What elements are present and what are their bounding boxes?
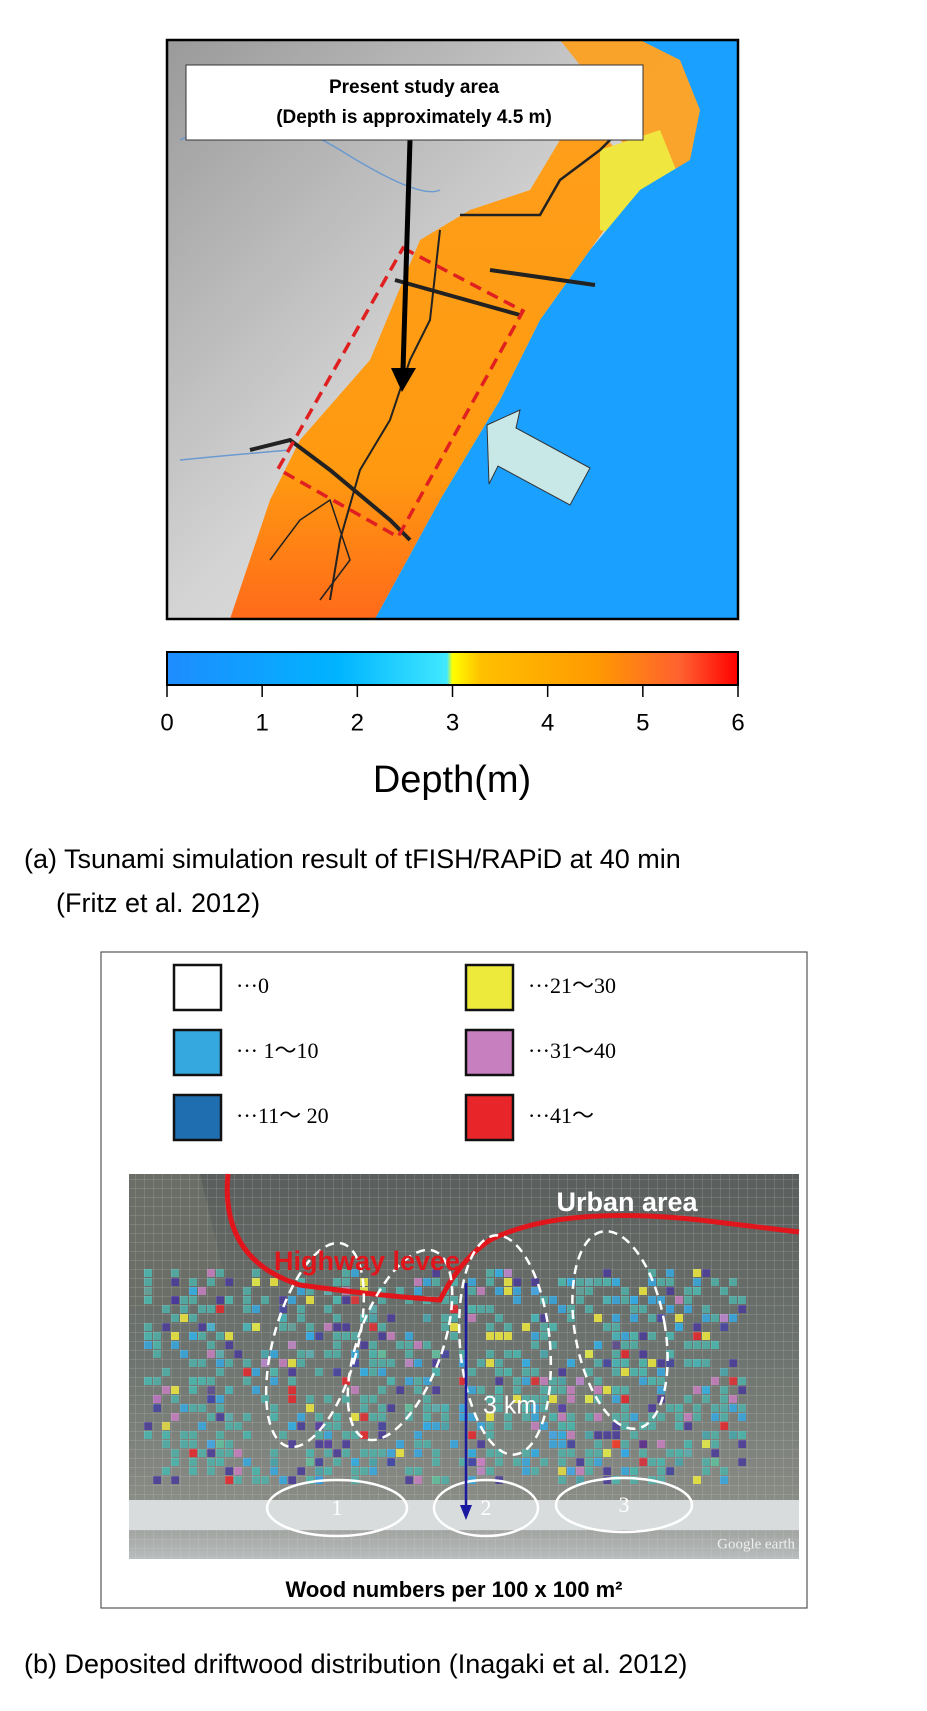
tick-label: 5 xyxy=(636,709,649,736)
tick-label: 3 xyxy=(446,709,459,736)
callout-title: Present study area xyxy=(329,77,499,98)
legend-label: ···0 xyxy=(236,973,269,998)
footer: Wood numbers per 100 x 100 m² xyxy=(285,1577,622,1602)
legend-swatch xyxy=(464,963,515,1012)
callout-subtitle: (Depth is approximately 4.5 m) xyxy=(276,107,552,128)
zone-label: 2 xyxy=(481,1495,492,1520)
tick-label: 1 xyxy=(255,709,268,736)
legend-label: ···21～30 xyxy=(528,973,616,998)
colorbar xyxy=(166,651,739,686)
legend-swatch xyxy=(172,1093,223,1142)
legend-label: ··· 1～10 xyxy=(236,1038,318,1063)
levee-label: Highway levee xyxy=(274,1246,460,1276)
distance-label: 3 km xyxy=(483,1392,537,1420)
watermark: Google earth xyxy=(717,1536,795,1552)
legend-swatch xyxy=(464,1093,515,1142)
tick-label: 4 xyxy=(541,709,554,736)
zone-label: 3 xyxy=(619,1492,630,1517)
legend-label: ···41～ xyxy=(528,1103,594,1128)
legend-swatch xyxy=(172,963,223,1012)
tick-label: 0 xyxy=(160,709,173,736)
caption-line: (a) Tsunami simulation result of tFISH/R… xyxy=(24,844,681,874)
colorbar-label: Depth(m) xyxy=(373,759,531,801)
caption-line: (Fritz et al. 2012) xyxy=(56,888,260,918)
legend-label: ···11～ 20 xyxy=(236,1103,329,1128)
urban-label: Urban area xyxy=(556,1187,698,1217)
legend-label: ···31～40 xyxy=(528,1038,616,1063)
legend-swatch xyxy=(172,1028,223,1077)
legend-swatch xyxy=(464,1028,515,1077)
tick-label: 2 xyxy=(351,709,364,736)
tick-label: 6 xyxy=(731,709,744,736)
photo xyxy=(129,1174,799,1559)
zone-label: 1 xyxy=(332,1495,343,1520)
caption: (b) Deposited driftwood distribution (In… xyxy=(24,1649,687,1679)
